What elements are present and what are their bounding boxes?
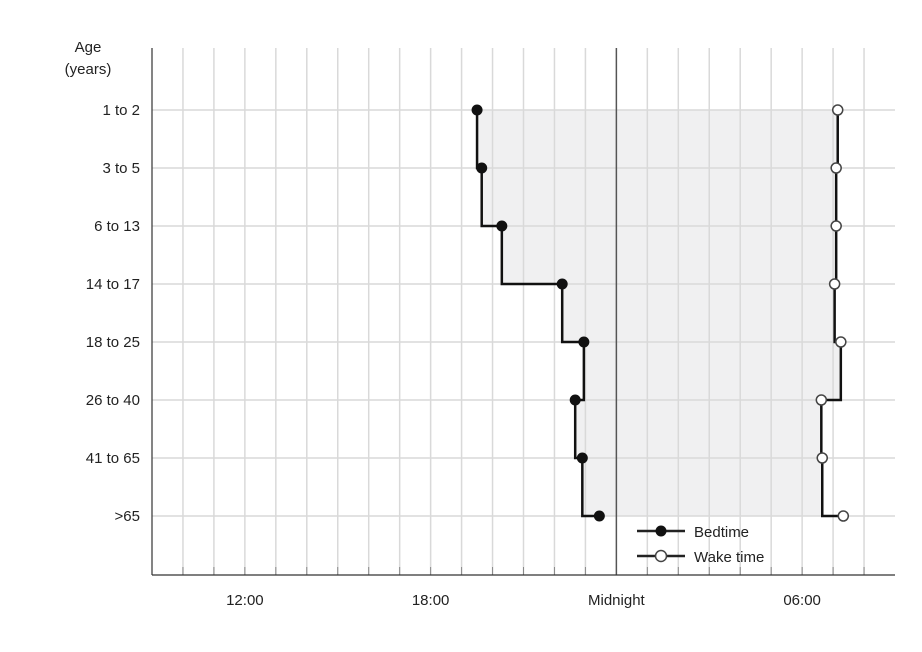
wake-time-point xyxy=(835,336,847,348)
y-tick-label: >65 xyxy=(115,508,140,525)
y-tick-label: 1 to 2 xyxy=(102,102,140,119)
bedtime-point xyxy=(578,336,590,348)
legend-label: Bedtime xyxy=(694,524,749,541)
x-tick-label: 18:00 xyxy=(412,592,450,609)
y-tick-label: 26 to 40 xyxy=(86,392,140,409)
wake-time-point xyxy=(831,104,844,116)
wake-time-point xyxy=(816,452,828,464)
legend: Bedtime Wake time xyxy=(637,524,764,566)
y-axis-title: Age xyxy=(75,39,102,56)
y-tick-label: 41 to 65 xyxy=(86,450,140,467)
bedtime-point xyxy=(576,452,588,464)
bedtime-point xyxy=(593,510,605,522)
bedtime-point xyxy=(471,104,483,116)
bedtime-point xyxy=(496,220,508,232)
wake-time-point xyxy=(828,278,841,290)
legend-bedtime-marker xyxy=(655,525,667,537)
wake-time-point xyxy=(815,394,828,406)
wake-time-point xyxy=(837,510,850,522)
bedtime-point xyxy=(556,278,568,290)
y-axis-title: (years) xyxy=(65,61,112,78)
x-tick-label: 12:00 xyxy=(226,592,264,609)
x-tick-label: 06:00 xyxy=(783,592,821,609)
bedtime-point xyxy=(476,162,488,174)
shaded-sleep-region xyxy=(477,110,844,516)
y-tick-label: 3 to 5 xyxy=(102,160,140,177)
legend-wake-marker xyxy=(654,549,668,563)
x-tick-label: Midnight xyxy=(588,592,646,609)
y-tick-label: 14 to 17 xyxy=(86,276,140,293)
wake-time-point xyxy=(830,220,842,232)
wake-time-point xyxy=(830,162,842,174)
legend-label: Wake time xyxy=(694,549,764,566)
y-tick-label: 18 to 25 xyxy=(86,334,140,351)
bedtime-point xyxy=(569,394,581,406)
y-tick-label: 6 to 13 xyxy=(94,218,140,235)
